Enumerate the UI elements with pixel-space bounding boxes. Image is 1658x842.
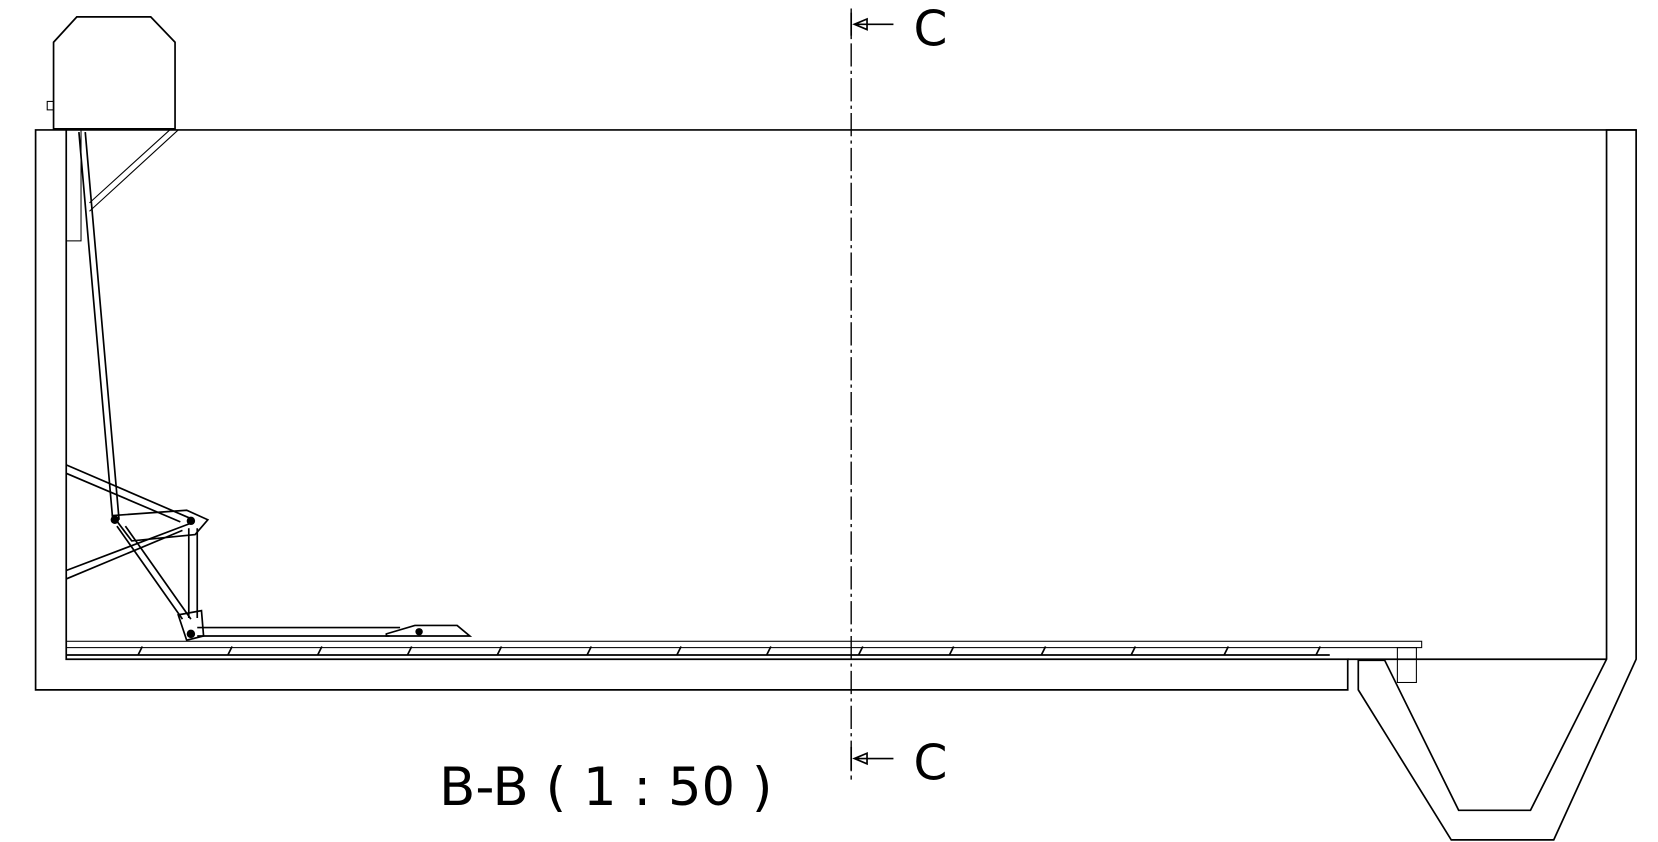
view-label: B-B ( 1 : 50 ) [439,757,772,818]
floor-rail [65,640,1423,684]
section-line: C C [850,1,948,792]
gate-mechanism [65,129,473,642]
concrete-structure [34,129,1637,841]
section-mark: C [914,1,948,57]
section-mark: C [914,736,948,792]
motor-housing [46,16,176,242]
